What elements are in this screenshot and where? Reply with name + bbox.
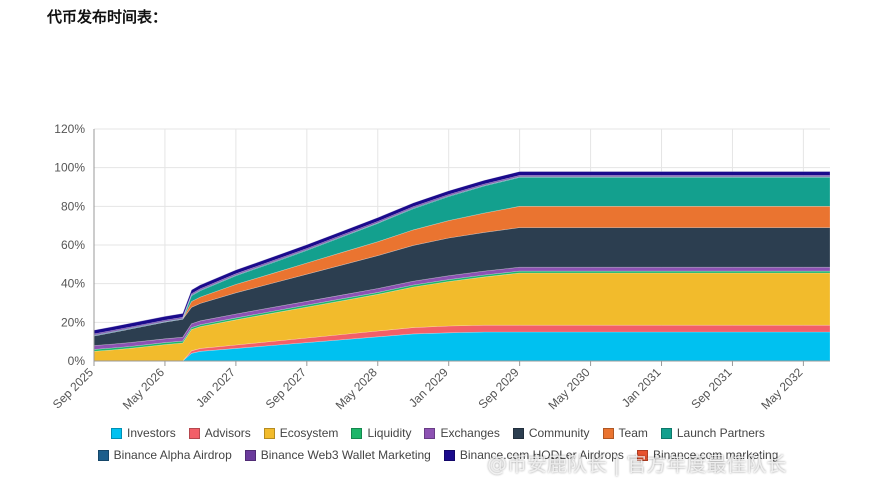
legend-label: Ecosystem — [279, 426, 339, 440]
legend-item[interactable]: Investors — [111, 426, 176, 440]
area-exchanges — [93, 266, 831, 350]
x-tick-label: Jan 2029 — [406, 365, 451, 410]
area-binance-alpha-airdrop — [93, 176, 831, 337]
legend-item[interactable]: Launch Partners — [660, 426, 765, 440]
legend-label: Binance.com marketing — [652, 448, 779, 462]
legend-label: Liquidity — [367, 426, 412, 440]
legend-swatch — [443, 449, 455, 461]
area-launch-partners — [93, 177, 831, 337]
x-tick-label: May 2026 — [120, 365, 167, 412]
area-liquidity — [93, 270, 831, 352]
legend-swatch — [660, 427, 672, 439]
legend-row-2: Binance Alpha Airdrop Binance Web3 Wallet… — [0, 448, 876, 462]
y-tick-label: 120% — [54, 122, 85, 136]
legend-item[interactable]: Binance.com marketing — [636, 448, 779, 462]
legend-label: Binance Alpha Airdrop — [113, 448, 232, 462]
legend-item[interactable]: Ecosystem — [263, 426, 339, 440]
y-tick-label: 80% — [61, 199, 85, 213]
legend-item[interactable]: Liquidity — [351, 426, 411, 440]
x-tick-label: Sep 2027 — [263, 365, 309, 411]
page-title: 代币发布时间表： — [47, 8, 168, 26]
legend-item[interactable]: Binance Alpha Airdrop — [97, 448, 232, 462]
legend-item[interactable]: Community — [512, 426, 590, 440]
legend-swatch — [97, 449, 109, 461]
legend-item[interactable]: Team — [602, 426, 648, 440]
legend-label: Community — [528, 426, 590, 440]
x-tick-label: Sep 2031 — [688, 365, 734, 411]
legend-row-1: Investors Advisors Ecosystem Liquidity Excha… — [0, 426, 876, 440]
watermark: @币安鹿队长 | 官方年度最佳队长 — [487, 452, 787, 476]
legend-label: Binance.com HODLer Airdrops — [459, 448, 624, 462]
legend-label: Team — [618, 426, 648, 440]
x-tick-label: Sep 2025 — [50, 365, 96, 411]
y-tick-label: 100% — [54, 161, 85, 175]
y-tick-label: 0% — [68, 354, 86, 368]
area-community — [93, 227, 831, 346]
legend-label: Binance Web3 Wallet Marketing — [260, 448, 431, 462]
legend-swatch — [512, 427, 524, 439]
legend-item[interactable]: Advisors — [188, 426, 251, 440]
x-tick-label: May 2032 — [758, 365, 805, 412]
legend-swatch — [244, 449, 256, 461]
legend-label: Investors — [127, 426, 176, 440]
legend-swatch — [263, 427, 275, 439]
legend-item[interactable]: Exchanges — [424, 426, 500, 440]
legend-item[interactable]: Binance.com HODLer Airdrops — [443, 448, 624, 462]
legend-item[interactable]: Binance Web3 Wallet Marketing — [244, 448, 431, 462]
legend-swatch — [188, 427, 200, 439]
x-tick-label: Jan 2027 — [193, 365, 238, 410]
legend-swatch — [111, 427, 123, 439]
y-tick-label: 20% — [61, 315, 85, 329]
legend-label: Launch Partners — [676, 426, 765, 440]
area-team — [93, 206, 831, 337]
x-tick-label: Sep 2029 — [476, 365, 522, 411]
y-tick-label: 40% — [61, 277, 85, 291]
legend-swatch — [602, 427, 614, 439]
area-binance-com-marketing — [93, 171, 830, 331]
legend-swatch — [351, 427, 363, 439]
legend-label: Advisors — [204, 426, 251, 440]
legend-swatch — [636, 449, 648, 461]
area-binance-com-hodler-airdrops — [93, 171, 831, 335]
chart-areas — [93, 171, 831, 362]
area-ecosystem — [93, 272, 831, 362]
legend-swatch — [424, 427, 436, 439]
x-tick-label: May 2028 — [333, 365, 380, 412]
x-tick-label: Jan 2031 — [619, 365, 664, 410]
x-tick-label: May 2030 — [546, 365, 593, 412]
y-tick-label: 60% — [61, 238, 85, 252]
legend-label: Exchanges — [440, 426, 500, 440]
area-advisors — [94, 324, 831, 362]
